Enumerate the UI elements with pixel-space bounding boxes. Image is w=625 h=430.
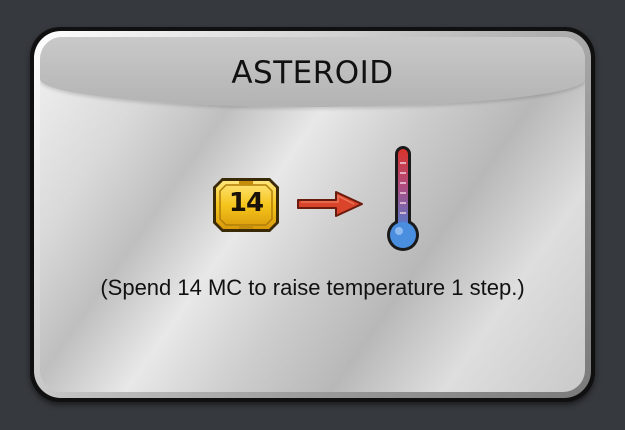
card-header: ASTEROID	[40, 37, 585, 107]
asteroid-card[interactable]: ASTEROID 14	[30, 27, 595, 402]
card-title: ASTEROID	[231, 55, 394, 91]
megacredit-icon	[213, 178, 279, 232]
card-face: ASTEROID 14	[40, 37, 585, 392]
card-description: (Spend 14 MC to raise temperature 1 step…	[100, 275, 525, 300]
thermometer-icon	[387, 146, 419, 251]
cost-value: 14	[228, 188, 264, 218]
effect-row: 14	[40, 145, 585, 253]
arrow-right-icon	[297, 191, 363, 217]
